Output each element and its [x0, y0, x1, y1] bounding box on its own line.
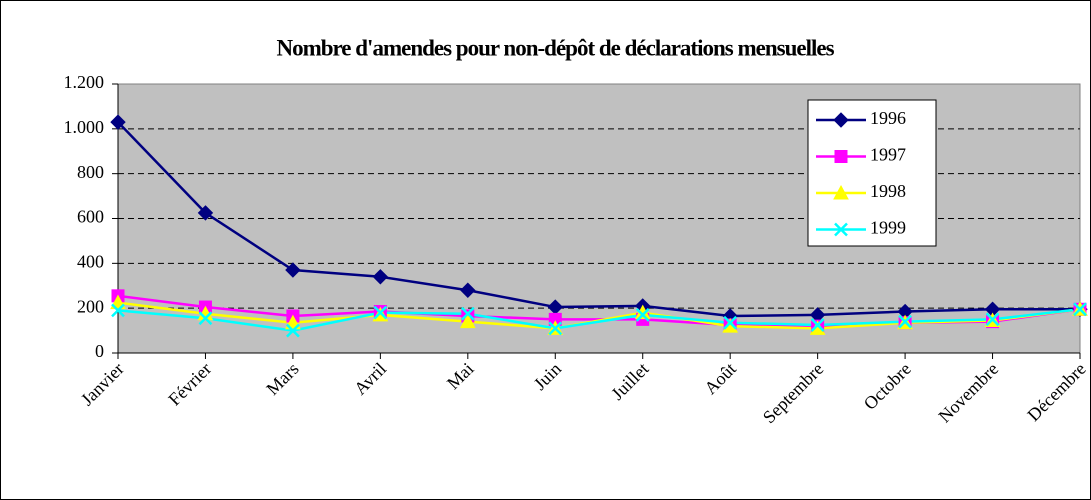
y-tick-label: 800: [77, 162, 104, 182]
data-point: [635, 308, 650, 322]
data-point: [459, 313, 476, 329]
data-point: [548, 321, 563, 336]
series-line: [117, 308, 1081, 332]
data-point: [197, 205, 214, 221]
y-tick-label: 1.200: [64, 72, 105, 92]
series-line: [117, 121, 1080, 318]
data-point: [810, 318, 825, 332]
data-point: [111, 303, 125, 318]
data-point: [285, 262, 301, 278]
y-tick-label: 0: [95, 341, 104, 361]
data-point: [985, 312, 1000, 327]
chart-title: Nombre d'amendes pour non-dépôt de décla…: [276, 35, 834, 60]
legend-label: 1999: [870, 218, 906, 238]
legend-box: [807, 99, 937, 247]
legend-label: 1996: [870, 108, 906, 128]
legend-label: 1997: [870, 145, 906, 165]
data-point: [198, 311, 213, 326]
data-point: [286, 323, 300, 338]
y-tick-label: 1.000: [64, 117, 105, 137]
legend-marker: [834, 222, 848, 237]
data-point: [110, 114, 126, 130]
y-tick-label: 600: [77, 207, 104, 227]
data-point: [723, 315, 738, 330]
data-point: [898, 314, 912, 329]
data-point: [460, 306, 475, 321]
y-tick-label: 200: [77, 296, 104, 316]
data-point: [1073, 302, 1087, 317]
data-point: [372, 269, 389, 285]
legend-marker: [834, 150, 848, 163]
legend-marker: [833, 112, 849, 128]
legend-label: 1998: [870, 181, 906, 201]
legend-marker: [833, 184, 849, 200]
y-tick-label: 400: [77, 251, 104, 271]
data-point: [373, 305, 388, 320]
data-point: [460, 282, 476, 298]
